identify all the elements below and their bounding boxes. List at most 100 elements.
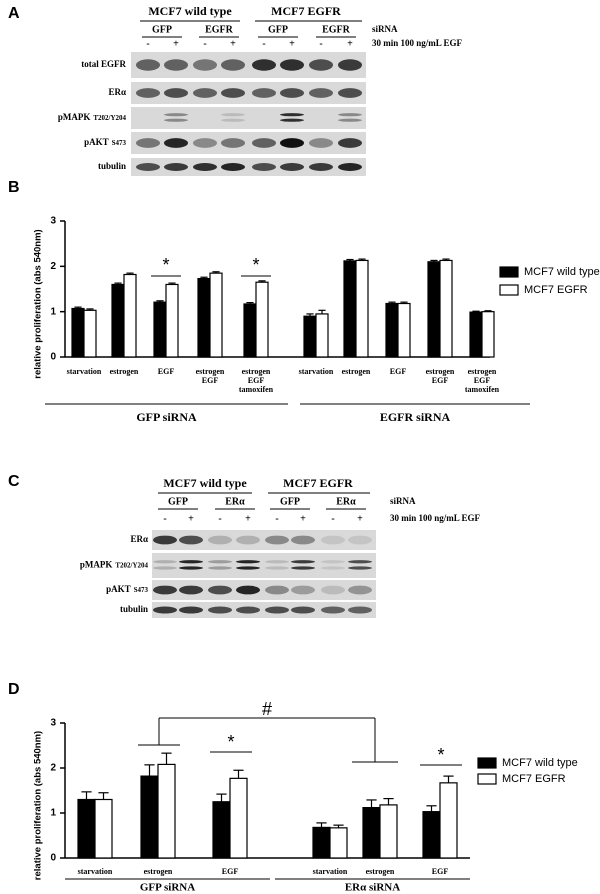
blot-band bbox=[208, 606, 232, 614]
lane-sign: - bbox=[331, 513, 334, 524]
cell-line-label: MCF7 EGFR bbox=[271, 4, 341, 18]
sirna-label: ERα bbox=[225, 496, 245, 507]
blot-strip bbox=[152, 553, 376, 578]
lane-sign: - bbox=[163, 513, 166, 524]
blot-band bbox=[280, 59, 304, 71]
blot-band bbox=[236, 606, 260, 614]
blot-band bbox=[193, 138, 217, 148]
blot-strip bbox=[131, 107, 366, 129]
blot-band bbox=[164, 113, 188, 117]
blot-band bbox=[291, 560, 315, 564]
x-tick-label: estrogen bbox=[242, 367, 271, 376]
annotation: * bbox=[252, 255, 259, 275]
bar bbox=[422, 811, 441, 859]
x-tick-label: estrogen bbox=[342, 367, 371, 376]
blot-band bbox=[193, 88, 217, 98]
bar bbox=[153, 301, 167, 358]
x-tick-label: EGF bbox=[202, 376, 219, 385]
sirna-label: EGFR bbox=[205, 24, 234, 35]
blot-strip bbox=[131, 82, 366, 104]
blot-band bbox=[252, 59, 276, 71]
blot-band bbox=[179, 560, 203, 564]
x-tick-label: starvation bbox=[313, 867, 348, 876]
blot-band bbox=[321, 535, 345, 545]
blot-band bbox=[164, 59, 188, 71]
row-site: T202/Y204 bbox=[115, 561, 148, 569]
bar bbox=[229, 777, 248, 859]
legend-swatch bbox=[477, 757, 497, 769]
row-name: ERα bbox=[108, 87, 126, 97]
blot-band bbox=[348, 566, 372, 570]
bar bbox=[111, 283, 125, 358]
x-tick-label: estrogen bbox=[468, 367, 497, 376]
row-label: pAKT S473 bbox=[84, 137, 126, 147]
group-label: GFP siRNA bbox=[136, 410, 197, 424]
x-tick-label: tamoxifen bbox=[465, 385, 500, 394]
bar bbox=[243, 303, 257, 358]
sirna-label: GFP bbox=[168, 496, 188, 507]
lane-sign: + bbox=[230, 38, 236, 49]
annotation: * bbox=[162, 255, 169, 275]
lane-sign: - bbox=[262, 38, 265, 49]
legend-swatch bbox=[499, 266, 519, 278]
blot-band bbox=[338, 118, 362, 122]
row-label: ERα bbox=[130, 534, 148, 544]
blot-band bbox=[164, 138, 188, 148]
blot-band bbox=[153, 585, 177, 595]
x-tick-label: EGF bbox=[432, 867, 449, 876]
blot-strip bbox=[131, 132, 366, 154]
blot-band bbox=[280, 113, 304, 117]
bar bbox=[469, 311, 483, 358]
lane-sign: - bbox=[319, 38, 322, 49]
blot-band bbox=[309, 163, 333, 171]
row-name: pAKT bbox=[84, 137, 109, 147]
blot-band bbox=[179, 566, 203, 570]
row-name: tubulin bbox=[98, 161, 126, 171]
x-tick-label: starvation bbox=[78, 867, 113, 876]
x-tick-label: EGF bbox=[248, 376, 265, 385]
bar bbox=[379, 804, 398, 859]
blot-band bbox=[208, 560, 232, 564]
blot-band bbox=[280, 138, 304, 148]
blot-band bbox=[291, 535, 315, 545]
blot-band bbox=[236, 585, 260, 595]
x-tick-label: starvation bbox=[67, 367, 102, 376]
blot-band bbox=[280, 88, 304, 98]
blot-band bbox=[338, 138, 362, 148]
panel-letter: A bbox=[8, 5, 20, 22]
blot-band bbox=[136, 138, 160, 148]
x-tick-label: tamoxifen bbox=[239, 385, 274, 394]
row-label: pMAPK T202/Y204 bbox=[80, 560, 149, 570]
row-name: pMAPK bbox=[80, 560, 113, 570]
y-axis-label: relative proliferation (abs 540nm) bbox=[33, 229, 44, 378]
panel-letter: B bbox=[8, 179, 20, 196]
blot-band bbox=[321, 606, 345, 614]
y-axis-label: relative proliferation (abs 540nm) bbox=[33, 731, 44, 880]
bar bbox=[83, 309, 97, 358]
bar bbox=[329, 827, 348, 859]
row-name: pAKT bbox=[106, 584, 131, 594]
blot-band bbox=[221, 88, 245, 98]
blot-band bbox=[179, 585, 203, 595]
group-label: EGFR siRNA bbox=[380, 410, 451, 424]
bar bbox=[481, 311, 495, 358]
sirna-label: ERα bbox=[336, 496, 356, 507]
blot-band bbox=[208, 566, 232, 570]
bar bbox=[343, 260, 357, 358]
y-tick-label: 2 bbox=[50, 261, 56, 272]
bar bbox=[315, 313, 329, 358]
lane-sign: + bbox=[289, 38, 295, 49]
sirna-header: siRNA bbox=[390, 496, 416, 506]
bar bbox=[439, 782, 458, 859]
blot-band bbox=[348, 585, 372, 595]
y-tick-label: 1 bbox=[50, 306, 56, 317]
blot-band bbox=[348, 560, 372, 564]
row-label: tubulin bbox=[120, 604, 148, 614]
row-name: tubulin bbox=[120, 604, 148, 614]
blot-band bbox=[153, 606, 177, 614]
lane-sign: + bbox=[245, 513, 251, 524]
blot-band bbox=[221, 113, 245, 117]
blot-band bbox=[153, 535, 177, 545]
blot-band bbox=[265, 535, 289, 545]
